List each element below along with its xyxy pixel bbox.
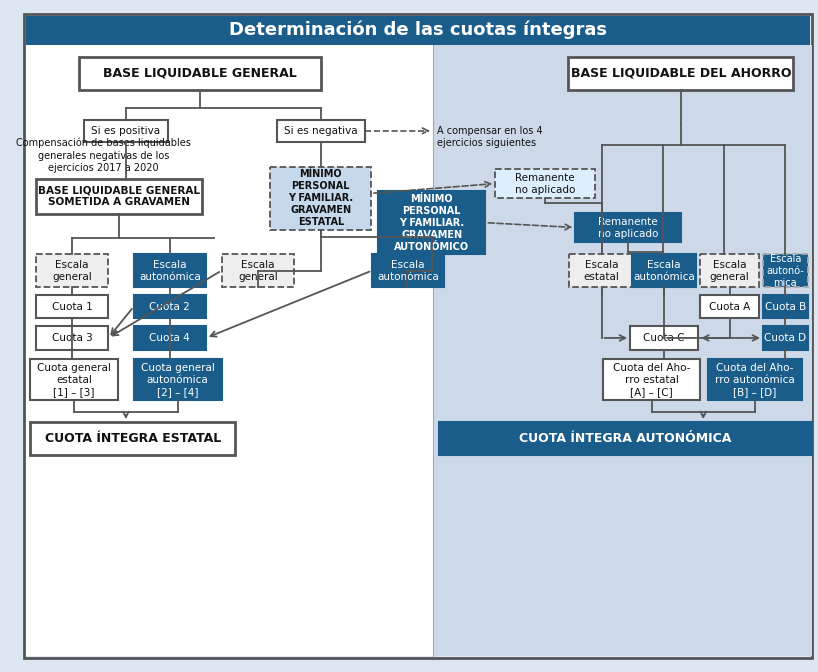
Bar xyxy=(378,192,485,254)
Bar xyxy=(133,295,206,319)
Text: Cuota C: Cuota C xyxy=(644,333,685,343)
Text: Escala
general: Escala general xyxy=(238,259,277,282)
Text: Remanente
no aplicado: Remanente no aplicado xyxy=(598,216,658,239)
Bar xyxy=(277,120,366,142)
Text: Cuota del Aho-
rro autonómica
[B] – [D]: Cuota del Aho- rro autonómica [B] – [D] xyxy=(715,363,795,397)
Bar xyxy=(438,422,811,455)
Text: Cuota B: Cuota B xyxy=(765,302,806,312)
Text: Cuota D: Cuota D xyxy=(764,333,807,343)
Bar xyxy=(26,45,433,657)
Bar xyxy=(84,120,168,142)
Bar xyxy=(575,213,681,242)
Bar xyxy=(700,254,759,287)
Text: Si es positiva: Si es positiva xyxy=(92,126,160,136)
Bar xyxy=(569,56,793,90)
Bar xyxy=(763,254,808,287)
Text: Cuota 2: Cuota 2 xyxy=(150,302,191,312)
Text: Cuota 3: Cuota 3 xyxy=(52,333,92,343)
Text: Cuota 4: Cuota 4 xyxy=(150,333,191,343)
Bar xyxy=(708,360,802,401)
Text: Compensación de bases liquidables
generales negativas de los
ejercicios 2017 a 2: Compensación de bases liquidables genera… xyxy=(16,138,191,173)
Bar xyxy=(433,45,811,657)
Bar xyxy=(133,254,206,287)
Bar xyxy=(133,360,222,401)
Text: Cuota A: Cuota A xyxy=(709,302,750,312)
Bar xyxy=(36,295,108,319)
Text: Escala
autonó-
mica: Escala autonó- mica xyxy=(766,253,804,288)
Text: Escala
autonómica: Escala autonómica xyxy=(633,259,695,282)
Bar xyxy=(763,295,808,319)
Bar xyxy=(632,254,696,287)
Bar xyxy=(372,254,444,287)
Text: Escala
estatal: Escala estatal xyxy=(584,259,619,282)
Text: Cuota 1: Cuota 1 xyxy=(52,302,92,312)
Bar xyxy=(763,326,808,349)
Text: CUOTA ÍNTEGRA ESTATAL: CUOTA ÍNTEGRA ESTATAL xyxy=(45,432,221,445)
Text: MÍNIMO
PERSONAL
Y FAMILIAR.
GRAVAMEN
AUTONÓMICO: MÍNIMO PERSONAL Y FAMILIAR. GRAVAMEN AUT… xyxy=(394,194,470,252)
Text: Si es negativa: Si es negativa xyxy=(285,126,358,136)
Bar xyxy=(271,167,371,230)
Bar xyxy=(603,360,700,401)
Bar xyxy=(36,326,108,349)
Bar xyxy=(26,15,810,45)
Text: CUOTA ÍNTEGRA AUTONÓMICA: CUOTA ÍNTEGRA AUTONÓMICA xyxy=(519,432,731,445)
Text: Escala
general: Escala general xyxy=(52,259,92,282)
Bar xyxy=(30,360,118,401)
Bar xyxy=(700,295,759,319)
Text: Escala
autonómica: Escala autonómica xyxy=(377,259,439,282)
Bar xyxy=(495,169,595,198)
Text: BASE LIQUIDABLE DEL AHORRO: BASE LIQUIDABLE DEL AHORRO xyxy=(571,67,791,80)
Bar xyxy=(30,422,236,455)
Text: Remanente
no aplicado: Remanente no aplicado xyxy=(515,173,575,195)
Text: A compensar en los 4
ejercicios siguientes: A compensar en los 4 ejercicios siguient… xyxy=(437,126,542,149)
Text: Cuota general
autonómica
[2] – [4]: Cuota general autonómica [2] – [4] xyxy=(141,363,214,397)
Text: Escala
general: Escala general xyxy=(710,259,749,282)
Bar xyxy=(36,179,202,214)
Text: Determinación de las cuotas íntegras: Determinación de las cuotas íntegras xyxy=(229,21,607,40)
Text: Cuota general
estatal
[1] – [3]: Cuota general estatal [1] – [3] xyxy=(37,363,111,397)
Bar xyxy=(133,326,206,349)
Bar xyxy=(79,56,321,90)
Text: MÍNIMO
PERSONAL
Y FAMILIAR.
GRAVAMEN
ESTATAL: MÍNIMO PERSONAL Y FAMILIAR. GRAVAMEN EST… xyxy=(288,169,353,227)
Bar xyxy=(569,254,634,287)
Bar xyxy=(36,254,108,287)
Bar xyxy=(222,254,294,287)
Text: Cuota del Aho-
rro estatal
[A] – [C]: Cuota del Aho- rro estatal [A] – [C] xyxy=(613,363,690,397)
Bar xyxy=(630,326,699,349)
Text: BASE LIQUIDABLE GENERAL: BASE LIQUIDABLE GENERAL xyxy=(103,67,297,80)
Text: BASE LIQUIDABLE GENERAL
SOMETIDA A GRAVAMEN: BASE LIQUIDABLE GENERAL SOMETIDA A GRAVA… xyxy=(38,185,200,207)
Text: Escala
autonómica: Escala autonómica xyxy=(139,259,200,282)
